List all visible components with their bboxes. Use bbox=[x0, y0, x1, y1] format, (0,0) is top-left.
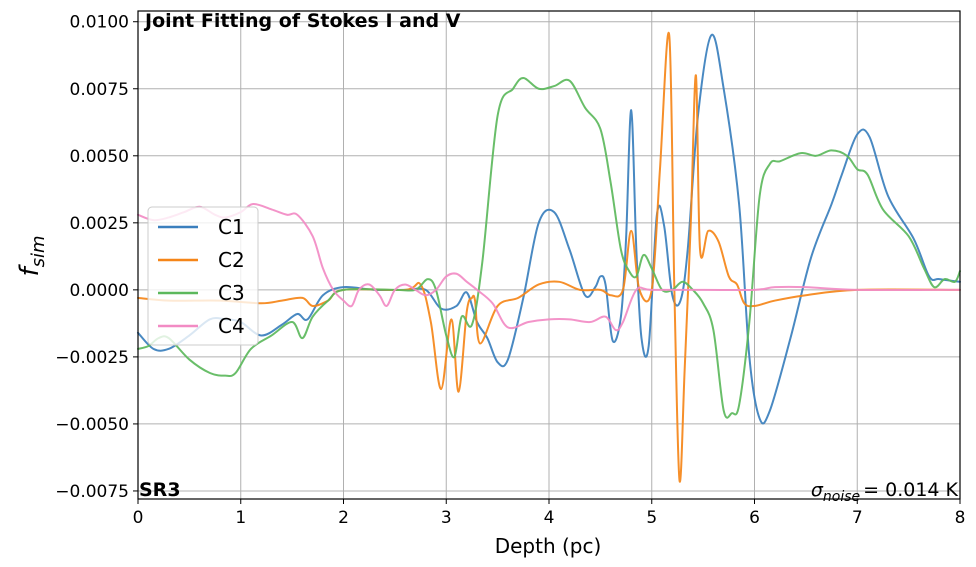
x-tick-label: 2 bbox=[338, 508, 349, 528]
y-tick-label: −0.0025 bbox=[55, 348, 129, 368]
region-label: SR3 bbox=[139, 479, 181, 501]
chart-title: Joint Fitting of Stokes I and V bbox=[143, 10, 461, 32]
x-tick-label: 0 bbox=[133, 508, 144, 528]
ticks: 0 1 2 3 4 5 6 7 8 −0.0075 −0.0050 −0.0025 0.0000 0.00… bbox=[55, 13, 965, 528]
x-tick-label: 7 bbox=[852, 508, 863, 528]
x-tick-label: 8 bbox=[955, 508, 966, 528]
x-tick-label: 1 bbox=[235, 508, 246, 528]
x-tick-label: 4 bbox=[544, 508, 555, 528]
y-axis-label: fsim bbox=[15, 235, 49, 276]
y-tick-label: 0.0025 bbox=[70, 214, 129, 234]
series-lines bbox=[137, 31, 961, 483]
legend-label-c1: C1 bbox=[218, 215, 245, 239]
y-tick-label: −0.0050 bbox=[55, 415, 129, 435]
y-tick-label: 0.0075 bbox=[70, 80, 129, 100]
legend-box bbox=[147, 206, 259, 346]
y-tick-label: 0.0050 bbox=[70, 147, 129, 167]
x-tick-label: 6 bbox=[749, 508, 760, 528]
y-tick-label: 0.0100 bbox=[70, 13, 129, 33]
noise-subscript: noise bbox=[823, 489, 860, 505]
noise-symbol: σ bbox=[811, 479, 824, 501]
series-line-c3 bbox=[137, 77, 961, 419]
legend-label-c2: C2 bbox=[218, 248, 245, 272]
x-tick-label: 5 bbox=[646, 508, 657, 528]
y-tick-label: −0.0075 bbox=[55, 482, 129, 502]
x-axis-label: Depth (pc) bbox=[495, 534, 602, 558]
y-tick-label: 0.0000 bbox=[70, 281, 129, 301]
noise-value: = 0.014 K bbox=[863, 479, 958, 501]
x-tick-label: 3 bbox=[441, 508, 452, 528]
legend-label-c4: C4 bbox=[218, 314, 245, 338]
noise-label: σnoise = 0.014 K bbox=[811, 479, 959, 505]
legend-label-c3: C3 bbox=[218, 281, 245, 305]
legend: C1 C2 C3 C4 bbox=[147, 206, 259, 346]
grid bbox=[137, 11, 961, 499]
y-axis-label-sub: sim bbox=[28, 235, 49, 267]
series-line-c4 bbox=[137, 203, 961, 332]
